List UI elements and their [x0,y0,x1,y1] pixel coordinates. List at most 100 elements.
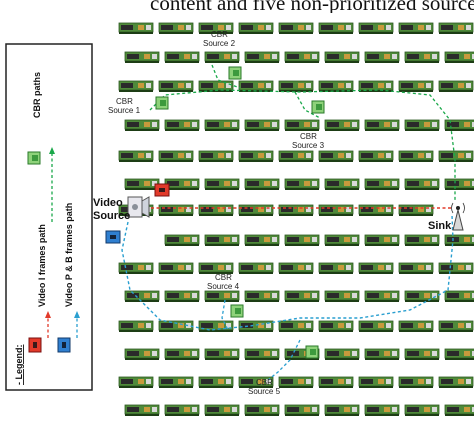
sensor-node [118,80,154,93]
sensor-node [278,320,314,333]
sensor-node [278,262,314,275]
video-pb-frames-path [121,214,454,331]
sensor-node [118,320,154,333]
sensor-node [438,150,474,163]
legend-video-pb-label: Video P & B frames path [64,203,74,307]
sensor-node [358,262,394,275]
sensor-node [244,51,280,64]
sensor-node [124,51,160,64]
legend-red-icon [28,337,42,353]
sensor-node [444,119,474,132]
sensor-node [238,204,274,217]
sensor-node [444,51,474,64]
blue-packet-icon [105,230,121,244]
sensor-node [278,376,314,389]
sensor-node [364,178,400,191]
sensor-node [318,150,354,163]
sensor-node [124,290,160,303]
sensor-node [438,262,474,275]
sensor-node [164,51,200,64]
video-source-label-line1: Video [93,197,123,209]
sensor-node [278,80,314,93]
sensor-node [204,348,240,361]
sensor-node [158,204,194,217]
cbr-source-4-packet-icon [230,304,244,318]
sensor-node [204,404,240,417]
sensor-node [164,119,200,132]
sensor-node [364,290,400,303]
sensor-node [444,290,474,303]
sensor-node [404,290,440,303]
sensor-node [244,348,280,361]
sensor-node [324,404,360,417]
sensor-node [164,290,200,303]
sensor-node [244,234,280,247]
caption-text: content and five non-prioritized sources… [150,0,474,13]
sensor-node [364,404,400,417]
sensor-node [398,320,434,333]
video-source-label: Video Source [93,197,130,222]
sensor-node [398,204,434,217]
cbr-source-1-label: CBR Source 1 [108,97,141,115]
sensor-node [198,320,234,333]
sensor-node [124,404,160,417]
sensor-node [444,348,474,361]
sensor-node [324,348,360,361]
sensor-node [444,178,474,191]
sensor-node [358,320,394,333]
sensor-node [398,150,434,163]
sensor-node [118,150,154,163]
sensor-node [238,262,274,275]
sensor-node [284,234,320,247]
sensor-node [124,348,160,361]
cbr-source-3-packet-icon [311,100,325,114]
video-source-label-line2: Source [93,210,130,222]
sensor-node [398,80,434,93]
sensor-node [164,348,200,361]
sensor-node [318,320,354,333]
sensor-node [404,51,440,64]
sensor-node [364,119,400,132]
sensor-node [164,404,200,417]
cbr-source-3-label: CBR Source 3 [292,132,325,150]
sensor-node [244,404,280,417]
cbr-path-1 [149,89,456,200]
sensor-node [238,150,274,163]
sensor-node [404,234,440,247]
sensor-node [284,290,320,303]
sink-antenna-icon [451,202,465,231]
sensor-node [324,234,360,247]
sensor-node [198,376,234,389]
sensor-node [404,404,440,417]
sensor-node [364,234,400,247]
sensor-node [158,262,194,275]
sensor-node [444,404,474,417]
sensor-nodes-grid [118,22,474,417]
sensor-node [198,150,234,163]
sensor-node [284,51,320,64]
sensor-node [284,404,320,417]
sensor-node [398,376,434,389]
sensor-node [164,234,200,247]
sensor-node [238,22,274,35]
cbr-source-1-packet-icon [155,96,169,110]
sensor-node [318,22,354,35]
sensor-node [358,22,394,35]
sensor-node [244,119,280,132]
sensor-node [278,150,314,163]
sensor-node [118,376,154,389]
sensor-node [198,204,234,217]
sensor-node [404,119,440,132]
cbr-source-4-label: CBR Source 4 [207,273,240,291]
cbr-path-4 [221,299,229,331]
cbr-source-5-packet-icon [305,345,319,359]
legend-video-i-label: Video I frames path [37,224,47,307]
sensor-node [124,178,160,191]
sensor-node [158,376,194,389]
sensor-node [244,290,280,303]
sensor-node [318,262,354,275]
sensor-node [318,204,354,217]
sensor-node [364,51,400,64]
sensor-node [364,348,400,361]
sensor-node [438,320,474,333]
